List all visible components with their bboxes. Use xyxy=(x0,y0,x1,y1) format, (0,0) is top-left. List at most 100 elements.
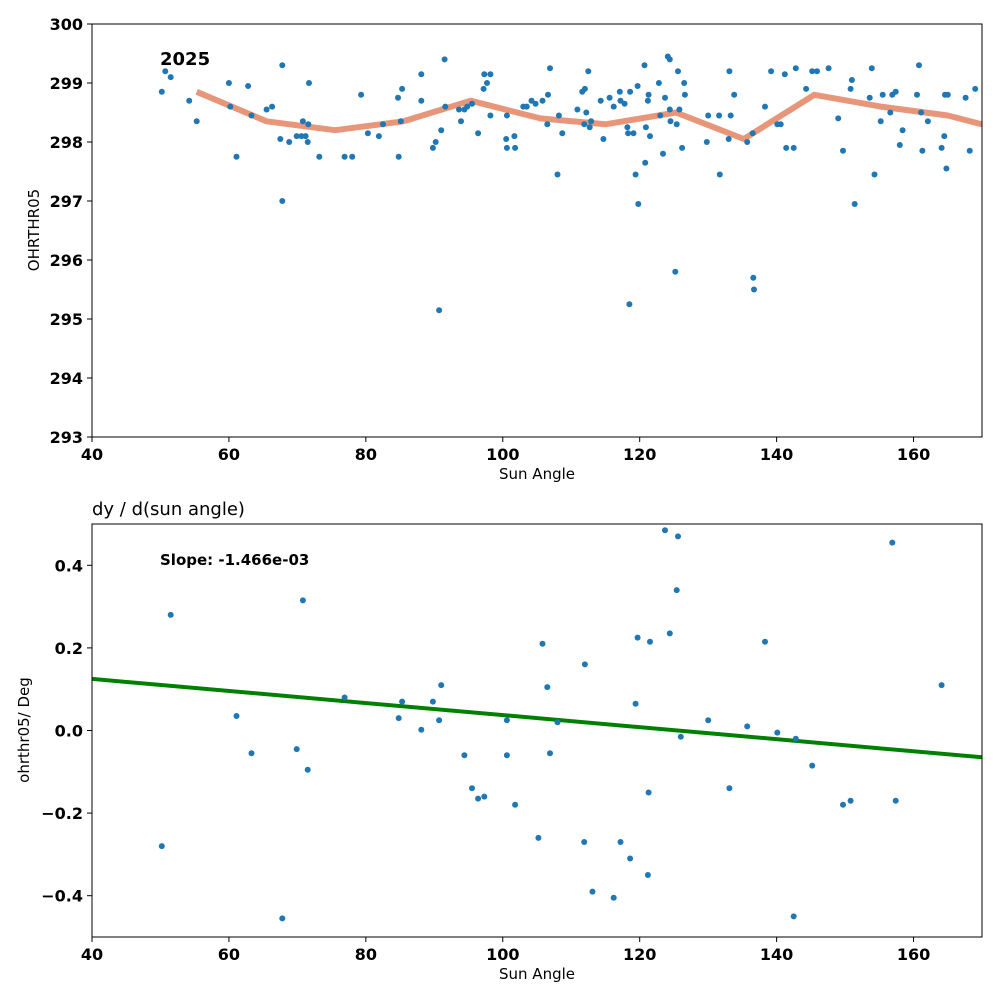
bottom-y-tick-label: 0.0 xyxy=(55,722,83,741)
top-scatter-point xyxy=(316,153,323,160)
top-scatter-point xyxy=(679,144,686,151)
bottom-scatter-point xyxy=(512,801,519,808)
top-scatter-point xyxy=(597,97,604,104)
top-y-tick-label: 293 xyxy=(50,428,83,447)
bottom-scatter-point xyxy=(644,872,651,878)
bottom-x-ticks: 40 60 80 100 120 140 160 xyxy=(81,937,930,964)
top-scatter-point xyxy=(586,124,593,131)
top-scatter-point xyxy=(892,88,899,95)
top-scatter-point xyxy=(783,144,790,151)
top-scatter-point xyxy=(503,136,510,142)
top-scatter-point xyxy=(545,91,551,98)
top-scatter-point xyxy=(349,153,356,160)
regression-line xyxy=(92,676,982,760)
bottom-x-tick-label: 120 xyxy=(623,945,656,964)
top-scatter-point xyxy=(966,147,973,154)
top-scatter-point xyxy=(630,130,637,137)
bottom-scatter-point xyxy=(399,698,406,705)
top-scatter-point xyxy=(539,97,546,104)
top-scatter-point xyxy=(941,133,948,140)
top-scatter-point xyxy=(727,112,734,119)
top-scatter-point xyxy=(896,142,903,148)
top-scatter-point xyxy=(233,153,240,160)
top-scatter-point xyxy=(606,94,613,101)
top-scatter-point xyxy=(429,144,436,151)
top-scatter-point xyxy=(944,91,951,98)
top-scatter-point xyxy=(397,118,404,125)
top-scatter-point xyxy=(227,103,234,110)
top-scatter-point xyxy=(731,91,738,98)
bottom-scatter-point xyxy=(675,533,681,540)
bottom-y-ticks: −0.4 −0.2 0.0 0.2 0.4 xyxy=(41,556,92,906)
top-scatter-point xyxy=(675,68,681,75)
top-scatter-point xyxy=(581,85,588,92)
top-scatter-point xyxy=(305,121,312,128)
top-scatter-point xyxy=(399,85,406,92)
top-scatter-point xyxy=(469,100,475,107)
top-scatter-point xyxy=(655,80,662,86)
top-scatter-point xyxy=(436,307,443,314)
top-y-ticks: 293 294 295 296 297 298 299 300 xyxy=(50,15,92,447)
top-scatter-point xyxy=(851,201,858,207)
top-scatter-point xyxy=(487,112,494,119)
top-scatter-point xyxy=(503,112,510,119)
top-scatter-point xyxy=(751,286,757,293)
top-y-axis-label: OHRTHR05 xyxy=(25,189,43,271)
top-scatter-point xyxy=(532,100,539,107)
bottom-scatter-point xyxy=(544,684,551,691)
top-scatter-point xyxy=(781,71,788,78)
bottom-panel-frame xyxy=(91,523,983,938)
top-scatter-point xyxy=(632,171,639,178)
top-scatter-point xyxy=(642,159,649,166)
top-scatter-point xyxy=(158,88,165,95)
bottom-scatter-point xyxy=(645,789,652,796)
top-scatter-point xyxy=(681,80,688,86)
top-scatter-point xyxy=(666,106,673,113)
top-scatter-point xyxy=(662,94,668,101)
top-y-tick-label: 294 xyxy=(50,369,83,388)
top-x-tick-label: 80 xyxy=(355,445,377,464)
top-scatter-point xyxy=(375,133,382,140)
top-scatter-point xyxy=(617,97,624,104)
bottom-scatter-point xyxy=(299,597,306,604)
top-scatter-point xyxy=(726,68,733,75)
top-scatter-point xyxy=(523,103,530,110)
top-scatter-point xyxy=(871,171,878,178)
top-scatter-point xyxy=(277,136,284,142)
top-scatter-point xyxy=(621,100,628,107)
top-scatter-point xyxy=(887,109,894,116)
top-scatter-point xyxy=(395,94,401,101)
bottom-scatter-point xyxy=(581,661,588,668)
top-scatter-point xyxy=(286,139,293,145)
top-plot-area xyxy=(158,53,982,314)
bottom-x-tick-label: 100 xyxy=(486,945,519,964)
top-scatter-point xyxy=(438,127,445,134)
top-scatter-point xyxy=(918,109,925,116)
bottom-scatter-point xyxy=(662,527,668,534)
trend-line xyxy=(195,89,982,142)
top-scatter-point xyxy=(866,94,873,101)
top-scatter-point xyxy=(725,136,732,142)
bottom-scatter-point xyxy=(847,797,854,804)
top-scatter-point xyxy=(574,106,581,113)
top-scatter-point xyxy=(480,85,487,92)
top-y-tick-label: 300 xyxy=(50,15,83,34)
top-scatter-point xyxy=(749,130,756,137)
top-scatter-point xyxy=(943,165,950,172)
bottom-scatter-point xyxy=(726,785,733,792)
top-scatter-point xyxy=(790,144,797,151)
top-scatter-point xyxy=(341,153,348,160)
top-x-tick-label: 40 xyxy=(81,445,103,464)
top-y-tick-label: 298 xyxy=(50,133,83,152)
top-scatter-point xyxy=(475,130,482,137)
top-x-tick-label: 140 xyxy=(760,445,793,464)
top-scatter-point xyxy=(583,109,590,116)
top-scatter-point xyxy=(464,103,471,110)
top-scatter-point xyxy=(667,118,674,125)
top-scatter-point xyxy=(879,91,886,98)
bottom-scatter-point xyxy=(677,733,684,740)
bottom-scatter-point xyxy=(304,766,311,773)
top-scatter-point xyxy=(302,133,309,140)
top-scatter-point xyxy=(768,68,775,75)
